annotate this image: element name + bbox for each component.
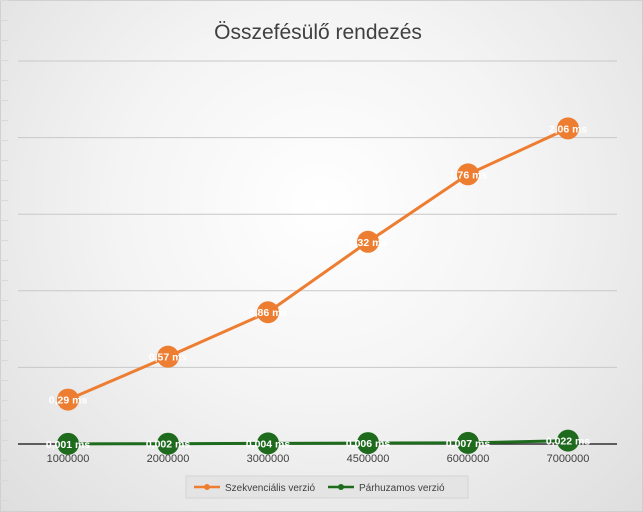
data-label: 0,29 ms [49,395,88,407]
data-point [557,429,579,452]
legend-label: Szekvenciális verzió [225,483,315,494]
data-label: 0,57 ms [149,352,188,364]
data-point [457,431,479,454]
data-label: 0,004 ms [246,438,291,450]
chart-title: Összefésülő rendezés [214,21,422,44]
data-point [357,432,379,455]
data-label: 0,86 ms [249,307,288,319]
data-label: 1,32 ms [349,237,388,249]
data-label: 0,001 ms [46,439,91,451]
x-tick-label: 1000000 [47,453,90,465]
x-tick-label: 3000000 [247,453,290,465]
data-label: 0,022 ms [546,436,591,448]
legend-label: Párhuzamos verzió [359,483,445,494]
series-layer: 0,29 ms 0,57 ms 0,86 ms 1,32 ms 1,76 ms 2,06 … [46,117,591,455]
data-point [257,301,279,324]
legend-item: Szekvenciális verzió [194,483,315,494]
data-point [257,432,279,455]
data-label: 0,006 ms [346,438,391,450]
legend-swatch-marker [204,484,210,490]
data-label: 0,007 ms [446,438,491,450]
data-point [157,345,179,368]
series-1: 0,29 ms 0,57 ms 0,86 ms 1,32 ms 1,76 ms 2,06 … [49,117,588,411]
x-tick-label: 4500000 [347,453,390,465]
legend-item: Párhuzamos verzió [328,483,445,494]
spreadsheet-gridlines [0,0,8,512]
data-label: 1,76 ms [449,169,488,181]
x-axis: 1000000 2000000 3000000 4500000 6000000 70000… [18,443,617,465]
data-point [457,163,479,186]
legend-box [185,475,469,499]
series-line [67,439,569,446]
data-point [157,432,179,455]
series-2: 0,001 ms 0,002 ms 0,004 ms 0,006 ms 0,007 ms… [46,429,591,455]
x-tick-label: 2000000 [147,453,190,465]
data-point [57,388,79,411]
data-label: 2,06 ms [549,123,588,135]
data-point [357,230,379,253]
legend-swatch-marker [338,484,344,490]
series-line [67,127,569,401]
data-point [57,432,79,455]
data-point [557,117,579,140]
x-tick-label: 6000000 [447,453,490,465]
data-label: 0,002 ms [146,439,191,451]
legend: Szekvenciális verzió Párhuzamos verzió [185,475,469,499]
gridlines [18,60,617,368]
x-tick-label: 7000000 [547,453,590,465]
